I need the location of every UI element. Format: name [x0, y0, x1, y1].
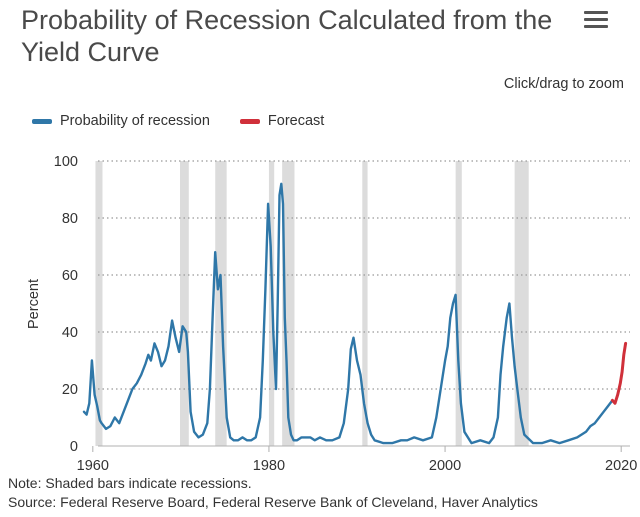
y-tick-label-60: 60	[62, 268, 78, 284]
chart-legend: Probability of recession Forecast	[32, 113, 354, 129]
hamburger-menu-icon[interactable]	[584, 11, 608, 33]
recession-bands	[95, 161, 529, 446]
y-tick-label-0: 0	[70, 439, 78, 455]
chart-title: Probability of Recession Calculated from…	[21, 5, 553, 67]
y-tick-label-40: 40	[62, 325, 78, 341]
legend-label-forecast: Forecast	[267, 113, 325, 129]
x-tick-label-1980: 1980	[253, 458, 285, 474]
footer-source: Source: Federal Reserve Board, Federal R…	[8, 494, 538, 510]
legend-item-probability[interactable]: Probability of recession	[32, 113, 210, 129]
x-tick-label-2000: 2000	[429, 458, 461, 474]
y-tick-label-20: 20	[62, 382, 78, 398]
grid-lines	[98, 160, 630, 390]
y-tick-label-100: 100	[54, 154, 78, 170]
y-axis-label: Percent	[26, 279, 42, 329]
axes: 0 20 40 60 80 100 1960 1980 2000 2020	[54, 154, 638, 474]
recession-band-6	[455, 161, 462, 446]
x-tick-label-2020: 2020	[605, 458, 637, 474]
recession-band-1	[179, 161, 189, 446]
x-tick-label-1960: 1960	[77, 458, 109, 474]
menu-bar-top	[584, 11, 608, 14]
legend-item-forecast[interactable]: Forecast	[239, 113, 325, 129]
legend-swatch-forecast	[239, 118, 260, 124]
series-lines	[82, 182, 628, 445]
recession-band-0	[95, 161, 103, 446]
chart-footer: Note: Shaded bars indicate recessions. S…	[8, 474, 538, 512]
recession-band-4	[282, 161, 295, 446]
legend-label-probability: Probability of recession	[60, 113, 210, 129]
menu-bar-middle	[584, 18, 608, 21]
recession-band-5	[362, 161, 368, 446]
legend-swatch-probability	[32, 118, 52, 124]
footer-note: Note: Shaded bars indicate recessions.	[8, 475, 252, 491]
y-tick-label-80: 80	[62, 211, 78, 227]
recession-band-7	[514, 161, 529, 446]
series-line-forecast	[610, 341, 628, 405]
menu-bar-bottom	[584, 25, 608, 28]
zoom-hint: Click/drag to zoom	[503, 76, 624, 92]
series-line-probability	[82, 182, 614, 445]
